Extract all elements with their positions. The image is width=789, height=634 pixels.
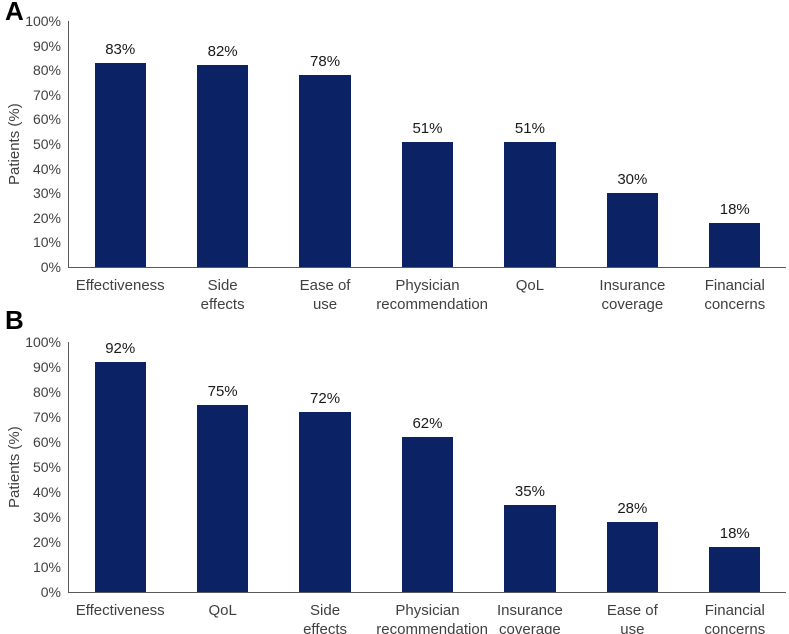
y-axis-tick-label: 70% <box>32 409 61 425</box>
chart-panel-b: B Patients (%) 0% 10% 20% 30% 40% 50% 60% 70% 80… <box>0 300 789 634</box>
y-axis-title-b: Patients (%) <box>6 426 23 508</box>
y-axis-tick-label: 90% <box>32 37 61 54</box>
y-axis-tick-label: 20% <box>32 534 61 550</box>
bar-value-label: 92% <box>105 340 136 357</box>
y-axis-tick-label: 40% <box>32 160 61 177</box>
x-axis-category-label: Financial concerns <box>704 277 766 313</box>
x-axis-category-label: QoL <box>208 602 237 619</box>
bar-value-label: 51% <box>514 119 545 137</box>
x-axis-category-label: QoL <box>515 277 545 294</box>
bar-value-label: 62% <box>412 415 443 432</box>
bar <box>504 504 556 592</box>
bar-value-label: 83% <box>105 40 136 58</box>
bar <box>504 141 556 267</box>
x-axis-category-label: Effectiveness <box>75 277 165 294</box>
panel-label-a: A <box>5 0 25 26</box>
bar <box>709 547 761 592</box>
bar <box>94 62 146 267</box>
bar-value-label: 75% <box>207 382 238 400</box>
y-axis-tick-label: 20% <box>32 209 61 226</box>
plot-area-b: 0% 10% 20% 30% 40% 50% 60% 70% 80% 90% 100% 92% Effe… <box>25 334 786 634</box>
x-axis-category-label: Financial concerns <box>704 602 766 634</box>
bar-value-label: 82% <box>207 43 238 61</box>
y-axis-tick-label: 10% <box>32 234 61 251</box>
y-axis-tick-label: 50% <box>32 459 61 475</box>
bar <box>606 193 658 267</box>
bar <box>606 522 658 592</box>
bar <box>197 404 249 592</box>
x-axis-category-label: Effectiveness <box>75 602 165 619</box>
bar <box>709 222 761 267</box>
bar <box>401 437 454 592</box>
x-axis-category-label: Ease of use <box>299 277 351 313</box>
y-axis-tick-label: 50% <box>32 136 61 152</box>
x-axis-category-label: Insurance coverage <box>496 602 563 634</box>
bar <box>401 141 454 267</box>
y-axis-tick-label: 100% <box>25 334 61 350</box>
x-axis-category-label: Physician recommendation <box>376 602 489 634</box>
y-axis-tick-label: 70% <box>32 86 61 103</box>
plot-area-a: 0% 10% 20% 30% 40% 50% 60% 70% 80% 90% 100% 83% Effe… <box>25 13 786 313</box>
y-axis-tick-label: 90% <box>32 359 61 375</box>
y-axis-tick-label: 0% <box>40 259 61 275</box>
bar <box>299 75 351 267</box>
bar-value-label: 18% <box>719 525 750 542</box>
y-axis-tick-label: 80% <box>32 384 61 400</box>
y-axis-tick-label: 80% <box>32 62 61 79</box>
chart-panel-a: A Patients (%) 0% 10% 20% 30% 40% 50% 60% 70% 80… <box>0 0 789 313</box>
y-axis-tick-label: 30% <box>32 509 61 525</box>
y-axis-title-a: Patients (%) <box>6 103 23 185</box>
bar-value-label: 72% <box>310 390 341 407</box>
x-axis-category-label: Side effects <box>303 602 348 634</box>
y-axis-tick-label: 40% <box>32 484 61 500</box>
bar <box>197 65 249 267</box>
y-axis-tick-label: 60% <box>32 434 61 450</box>
bar-value-label: 18% <box>719 200 750 218</box>
y-axis-tick-label: 10% <box>32 559 61 575</box>
y-axis-tick-label: 60% <box>32 111 61 128</box>
bar-value-label: 28% <box>617 500 648 517</box>
bar-value-label: 78% <box>310 53 341 71</box>
bar-value-label: 51% <box>412 119 443 137</box>
x-axis-category-label: Physician recommendation <box>376 277 489 313</box>
x-axis-category-label: Ease of use <box>606 602 658 634</box>
panel-label-b: B <box>5 305 25 335</box>
y-axis-tick-label: 30% <box>32 185 61 202</box>
x-axis-category-label: Insurance coverage <box>599 277 666 313</box>
x-axis-category-label: Side effects <box>200 277 245 313</box>
y-axis-tick-label: 0% <box>40 584 61 600</box>
bar <box>299 412 351 592</box>
bar-value-label: 30% <box>617 171 648 189</box>
bar <box>94 362 146 592</box>
y-axis-tick-label: 100% <box>25 13 61 29</box>
bar-value-label: 35% <box>514 482 545 500</box>
